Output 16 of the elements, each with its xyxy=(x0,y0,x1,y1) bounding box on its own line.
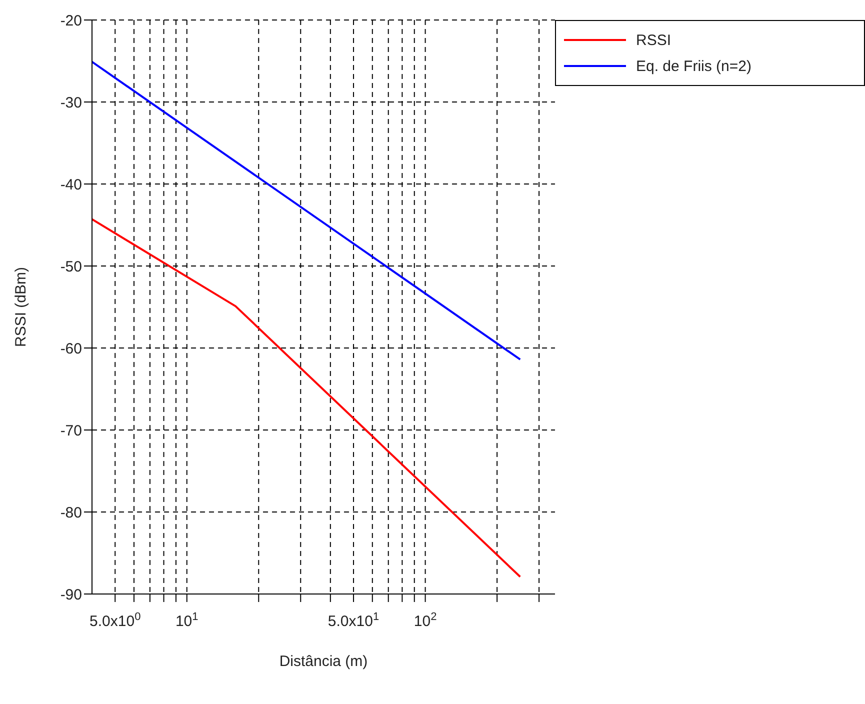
x-tick-label: 5.0x10$^{1}$ xyxy=(328,611,380,630)
y-tick-label: -70 xyxy=(60,422,82,440)
y-tick-label: -50 xyxy=(60,258,82,276)
y-tick-label: -90 xyxy=(60,586,82,604)
legend-label: RSSI xyxy=(636,32,672,48)
y-tick-label: -80 xyxy=(60,504,82,522)
x-tick-label: 10$^{2}$ xyxy=(414,611,437,630)
x-tick-label: 10$^{1}$ xyxy=(175,611,198,630)
y-tick-label: -60 xyxy=(60,340,82,358)
x-tick-label: 5.0x10$^{0}$ xyxy=(90,611,141,630)
y-tick-label: -30 xyxy=(60,94,82,112)
legend-label: Eq. de Friis (n=2) xyxy=(636,58,752,74)
y-tick-label: -20 xyxy=(60,12,82,30)
x-axis-title: Distância (m) xyxy=(279,653,368,670)
y-tick-label: -40 xyxy=(60,176,82,194)
y-axis-title: RSSI (dBm) xyxy=(12,266,30,348)
